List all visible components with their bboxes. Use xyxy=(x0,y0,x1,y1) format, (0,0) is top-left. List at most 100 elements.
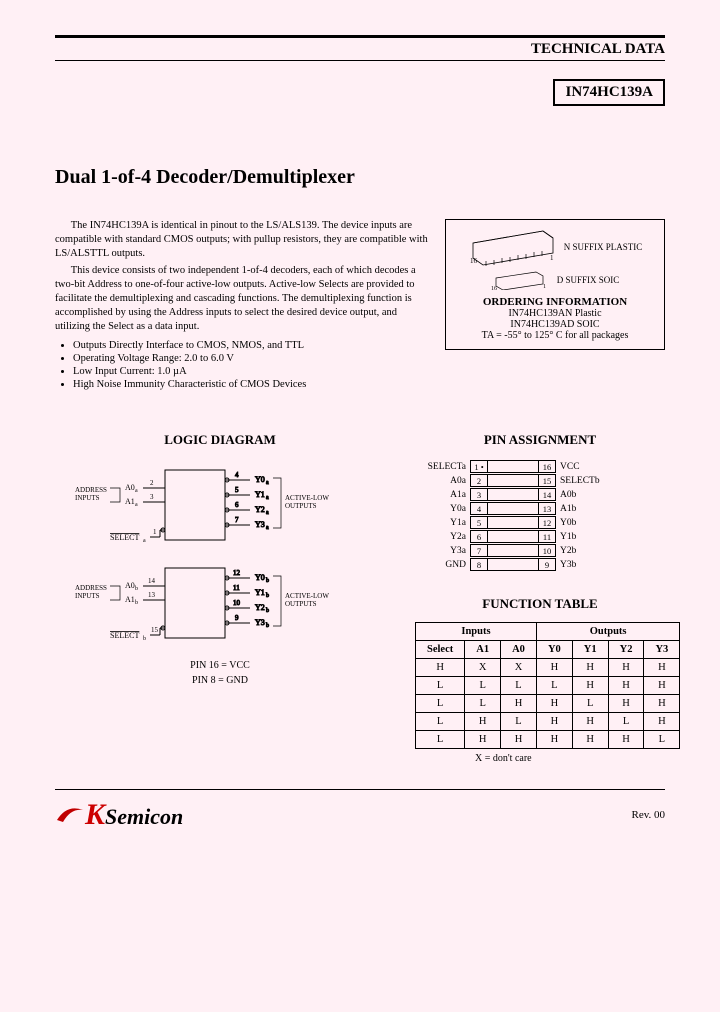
svg-text:SELECT: SELECT xyxy=(110,631,139,640)
func-cell: L xyxy=(501,677,537,695)
pin-num-right: 10 xyxy=(538,544,556,557)
func-group-inputs: Inputs xyxy=(416,623,537,641)
footer-rule xyxy=(55,789,665,790)
pin-row: A1a3 14A0b xyxy=(415,488,665,501)
pin-label-left: Y2a xyxy=(415,532,470,542)
desc-para-2: This device consists of two independent … xyxy=(55,264,430,335)
pin-label-right: A0b xyxy=(556,490,611,500)
svg-text:A1: A1 xyxy=(125,595,135,604)
logic-diagram-b: ADDRESS INPUTS A0b 14 A1b 13 SELECTb 15 … xyxy=(55,558,335,653)
svg-text:OUTPUTS: OUTPUTS xyxy=(285,502,317,510)
func-cell: L xyxy=(416,695,465,713)
pin-num-right: 13 xyxy=(538,502,556,515)
svg-text:a: a xyxy=(266,480,269,486)
func-cell: L xyxy=(465,677,501,695)
svg-text:Y0: Y0 xyxy=(255,475,265,484)
svg-text:b: b xyxy=(266,608,269,614)
func-row: LHLHHLH xyxy=(416,713,680,731)
func-cell: H xyxy=(572,731,608,749)
svg-text:14: 14 xyxy=(148,577,156,585)
func-cell: L xyxy=(644,731,680,749)
pin-num-left: 2 xyxy=(470,474,488,487)
svg-text:ADDRESS: ADDRESS xyxy=(75,584,107,592)
package-box-column: 16 1 N SUFFIX PLASTIC 16 1 D SUFFIX SOIC… xyxy=(445,219,665,392)
company-logo: KSemicon xyxy=(55,798,183,832)
footer: KSemicon Rev. 00 xyxy=(55,798,665,832)
func-cell: H xyxy=(536,713,572,731)
pin-num-right: 16 xyxy=(538,460,556,473)
svg-text:ACTIVE-LOW: ACTIVE-LOW xyxy=(285,494,329,502)
svg-text:a: a xyxy=(266,495,269,501)
func-header: Y0 xyxy=(536,641,572,659)
func-header: Select xyxy=(416,641,465,659)
pin-assignment-column: PIN ASSIGNMENT SELECTa1 •16VCCA0a2 15SEL… xyxy=(415,402,665,764)
pin-body xyxy=(488,544,538,557)
func-cell: H xyxy=(644,713,680,731)
svg-text:A0: A0 xyxy=(125,483,135,492)
func-cell: H xyxy=(465,731,501,749)
func-cell: H xyxy=(608,695,644,713)
logo-swoosh-icon xyxy=(55,802,85,828)
func-cell: L xyxy=(501,713,537,731)
desc-para-1: The IN74HC139A is identical in pinout to… xyxy=(55,219,430,262)
logo-brand: Semicon xyxy=(105,804,183,829)
svg-text:Y2: Y2 xyxy=(255,603,265,612)
svg-text:b: b xyxy=(266,593,269,599)
pin-body xyxy=(488,502,538,515)
svg-text:Y1: Y1 xyxy=(255,490,265,499)
ordering-info-title: ORDERING INFORMATION xyxy=(454,296,656,308)
pin-body xyxy=(488,474,538,487)
func-cell: L xyxy=(416,731,465,749)
feature-item: Low Input Current: 1.0 µA xyxy=(73,366,430,377)
ordering-line-2: IN74HC139AD SOIC xyxy=(454,319,656,330)
func-cell: L xyxy=(572,695,608,713)
pin-label-right: Y0b xyxy=(556,518,611,528)
svg-text:4: 4 xyxy=(235,471,239,479)
svg-text:a: a xyxy=(143,538,146,544)
feature-list: Outputs Directly Interface to CMOS, NMOS… xyxy=(55,340,430,390)
pin-label-left: A0a xyxy=(415,476,470,486)
func-header: Y2 xyxy=(608,641,644,659)
feature-item: Outputs Directly Interface to CMOS, NMOS… xyxy=(73,340,430,351)
func-cell: X xyxy=(501,659,537,677)
func-cell: H xyxy=(572,713,608,731)
svg-text:INPUTS: INPUTS xyxy=(75,494,100,502)
svg-text:1: 1 xyxy=(543,284,546,290)
func-header: Y3 xyxy=(644,641,680,659)
pin-body xyxy=(488,488,538,501)
header-rule-top xyxy=(55,35,665,38)
pin-row: A0a2 15SELECTb xyxy=(415,474,665,487)
pin-num-right: 11 xyxy=(538,530,556,543)
svg-text:ACTIVE-LOW: ACTIVE-LOW xyxy=(285,592,329,600)
page-title: Dual 1-of-4 Decoder/Demultiplexer xyxy=(55,106,665,189)
func-header: A0 xyxy=(501,641,537,659)
svg-text:1: 1 xyxy=(550,254,554,262)
func-cell: H xyxy=(501,731,537,749)
svg-text:b: b xyxy=(266,623,269,629)
svg-text:9: 9 xyxy=(235,614,239,622)
svg-text:b: b xyxy=(143,636,146,642)
pin-body xyxy=(488,516,538,529)
svg-text:5: 5 xyxy=(235,486,239,494)
svg-text:a: a xyxy=(135,502,138,508)
svg-text:INPUTS: INPUTS xyxy=(75,592,100,600)
pin-row: Y3a7 10Y2b xyxy=(415,544,665,557)
func-cell: H xyxy=(644,659,680,677)
soic-label: D SUFFIX SOIC xyxy=(557,275,620,286)
svg-text:Y0: Y0 xyxy=(255,573,265,582)
svg-text:15: 15 xyxy=(151,626,159,634)
svg-text:Y1: Y1 xyxy=(255,588,265,597)
part-number-box: IN74HC139A xyxy=(553,79,665,106)
svg-text:1: 1 xyxy=(153,528,157,536)
function-footnote: X = don't care xyxy=(475,753,665,764)
pin-row: Y1a5 12Y0b xyxy=(415,516,665,529)
func-cell: H xyxy=(644,695,680,713)
pin-label-left: GND xyxy=(415,560,470,570)
header-title: TECHNICAL DATA xyxy=(55,41,665,61)
function-table-title: FUNCTION TABLE xyxy=(415,596,665,612)
svg-text:2: 2 xyxy=(150,479,154,487)
func-row: HXXHHHH xyxy=(416,659,680,677)
svg-text:Y2: Y2 xyxy=(255,505,265,514)
func-row: LLLLHHH xyxy=(416,677,680,695)
func-row: LHHHHHL xyxy=(416,731,680,749)
